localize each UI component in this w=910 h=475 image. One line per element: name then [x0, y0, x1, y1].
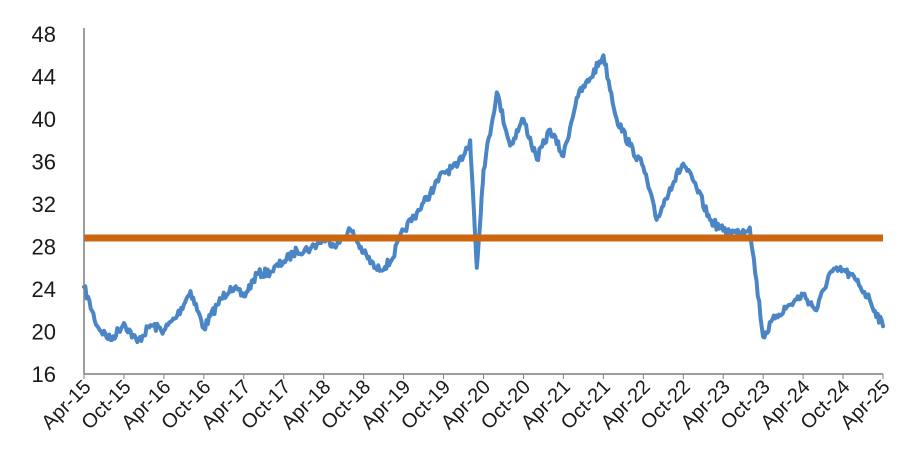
- y-tick-label: 20: [32, 320, 56, 345]
- y-tick-label: 28: [32, 235, 56, 260]
- y-tick-label: 40: [32, 107, 56, 132]
- y-tick-label: 32: [32, 192, 56, 217]
- y-tick-label: 24: [32, 277, 56, 302]
- y-tick-label: 48: [32, 22, 56, 47]
- y-tick-label: 16: [32, 362, 56, 387]
- series-line-main: [82, 53, 885, 345]
- y-axis-ticks: 16 20 24 28 32 36 40 44 48: [32, 22, 56, 387]
- y-tick-label: 36: [32, 150, 56, 175]
- x-axis-ticks: Apr-15Oct-15Apr-16Oct-16Apr-17Oct-17Apr-…: [38, 374, 895, 434]
- series-layer: [82, 53, 885, 345]
- y-tick-label: 44: [32, 65, 56, 90]
